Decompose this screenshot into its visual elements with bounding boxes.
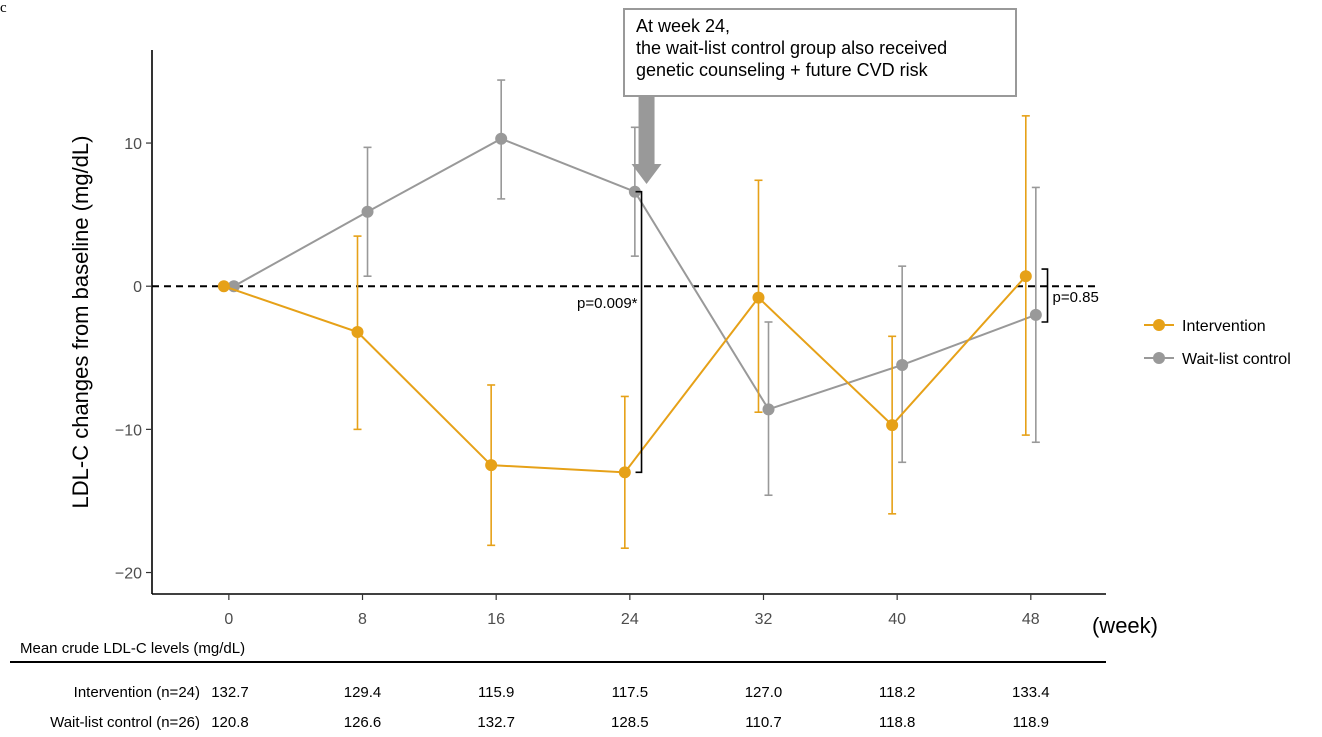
x-tick-label: 40: [888, 611, 906, 628]
table-cell: 117.5: [612, 684, 648, 701]
ldl-levels-table: Mean crude LDL-C levels (mg/dL) Intervent…: [10, 640, 1106, 731]
callout-box: At week 24,the wait-list control group a…: [623, 8, 1017, 97]
callout-text-line: the wait-list control group also receive…: [636, 38, 947, 58]
p-value-week48: p=0.85: [1053, 289, 1099, 306]
data-point: [762, 403, 775, 416]
data-point: [495, 132, 508, 145]
table-cell: 126.6: [344, 714, 382, 731]
legend-label: Wait-list control: [1182, 351, 1291, 368]
table-cell: 127.0: [745, 684, 783, 701]
data-point: [361, 205, 374, 218]
table-cell: 118.9: [1013, 714, 1049, 731]
x-tick-label: 16: [487, 611, 505, 628]
data-point: [351, 326, 364, 339]
table-cell: 118.2: [879, 684, 915, 701]
x-tick-label: 8: [358, 611, 367, 628]
table-title: Mean crude LDL-C levels (mg/dL): [20, 640, 245, 657]
series-layer: [217, 79, 1042, 549]
table-cell: 129.4: [344, 684, 382, 701]
panel-label: c: [0, 0, 7, 16]
x-tick-label: 24: [621, 611, 639, 628]
legend-item: Intervention: [1144, 318, 1266, 335]
legend-swatch-marker: [1153, 319, 1165, 331]
legend-label: Intervention: [1182, 318, 1266, 335]
data-point: [752, 291, 765, 304]
axes: 10 0 −10 −20 0 8 16 24 32 40 48 LDL-C changes from …: [68, 50, 1158, 638]
table-row-label: Wait-list control (n=26): [50, 714, 200, 731]
y-tick-label: 0: [133, 279, 142, 296]
table-row-label: Intervention (n=24): [74, 684, 200, 701]
callout-text-line: At week 24,: [636, 16, 730, 36]
legend-swatch-marker: [1153, 352, 1165, 364]
series-wait-list-control: [227, 79, 1042, 497]
table-row: Wait-list control (n=26) 120.8 126.6 132.7 1…: [50, 714, 1049, 731]
annotations: p=0.009* p=0.85 At week 24,the wait-list c…: [577, 8, 1099, 474]
x-axis-unit-label: (week): [1092, 613, 1158, 638]
series-intervention: [217, 115, 1032, 549]
y-tick-label: −20: [115, 566, 142, 583]
table-cell: 118.8: [879, 714, 915, 731]
callout-border: [623, 8, 1017, 97]
table-cell: 133.4: [1012, 684, 1050, 701]
table-cell: 110.7: [745, 714, 781, 731]
bracket-week24: [635, 190, 643, 474]
x-tick-label: 48: [1022, 611, 1040, 628]
data-point: [217, 280, 230, 293]
y-axis-title: LDL-C changes from baseline (mg/dL): [68, 136, 93, 509]
table-cell: 120.8: [211, 714, 249, 731]
callout-text-line: genetic counseling + future CVD risk: [636, 60, 929, 80]
p-value-week24: p=0.009*: [577, 295, 638, 312]
legend: Intervention Wait-list control: [1144, 318, 1291, 368]
y-tick-label: −10: [115, 422, 142, 439]
bracket-week48: [1041, 268, 1049, 323]
data-point: [618, 466, 631, 479]
callout-arrow: [631, 96, 662, 184]
data-point: [1029, 308, 1042, 321]
data-point: [886, 419, 899, 432]
table-cell: 132.7: [211, 684, 249, 701]
data-point: [628, 185, 641, 198]
data-point: [1019, 270, 1032, 283]
data-point: [485, 459, 498, 472]
legend-item: Wait-list control: [1144, 351, 1291, 368]
table-cell: 132.7: [477, 714, 515, 731]
data-point: [896, 358, 909, 371]
y-tick-label: 10: [124, 136, 142, 153]
table-cell: 115.9: [478, 684, 514, 701]
table-row: Intervention (n=24) 132.7 129.4 115.9 117.5 1…: [74, 684, 1050, 701]
table-cell: 128.5: [611, 714, 649, 731]
x-tick-label: 32: [755, 611, 773, 628]
x-tick-label: 0: [224, 611, 233, 628]
